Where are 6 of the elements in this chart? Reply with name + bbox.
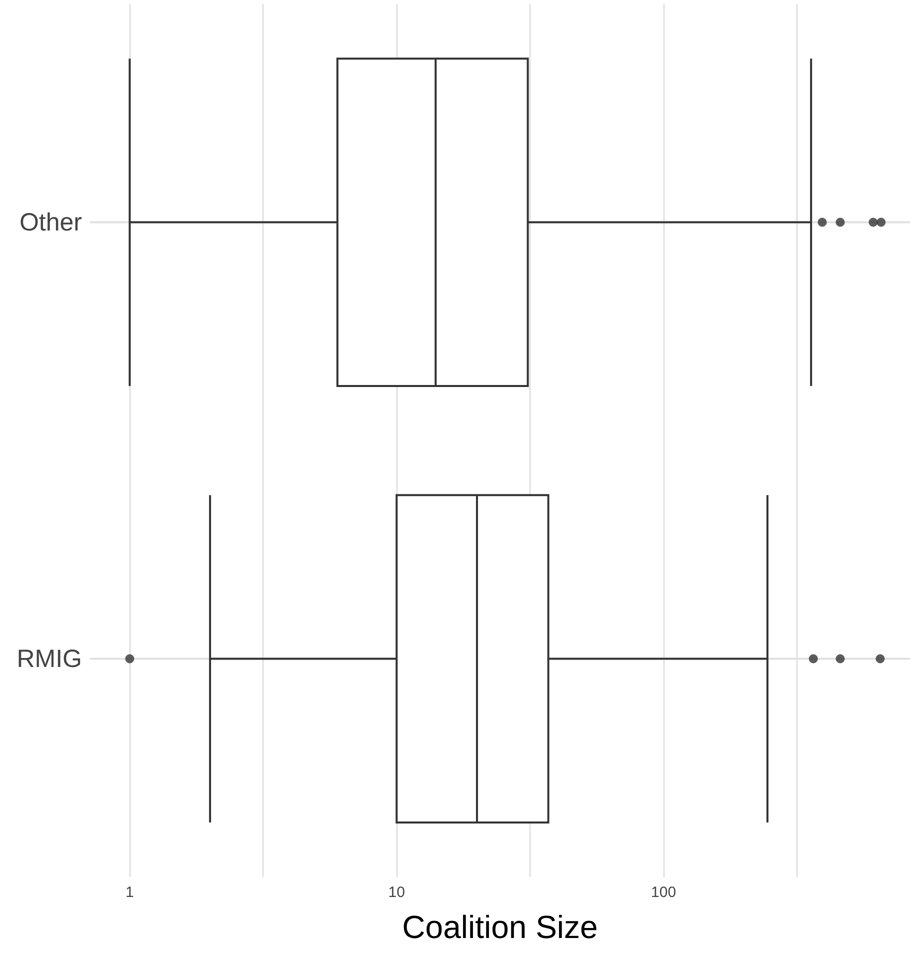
x-tick-label: 100 — [651, 884, 676, 901]
x-axis-title: Coalition Size — [402, 909, 598, 945]
x-tick-label: 1 — [126, 884, 134, 901]
x-tick-label: 10 — [388, 884, 405, 901]
y-tick-label: RMIG — [16, 644, 82, 673]
y-tick-label: Other — [19, 208, 82, 236]
